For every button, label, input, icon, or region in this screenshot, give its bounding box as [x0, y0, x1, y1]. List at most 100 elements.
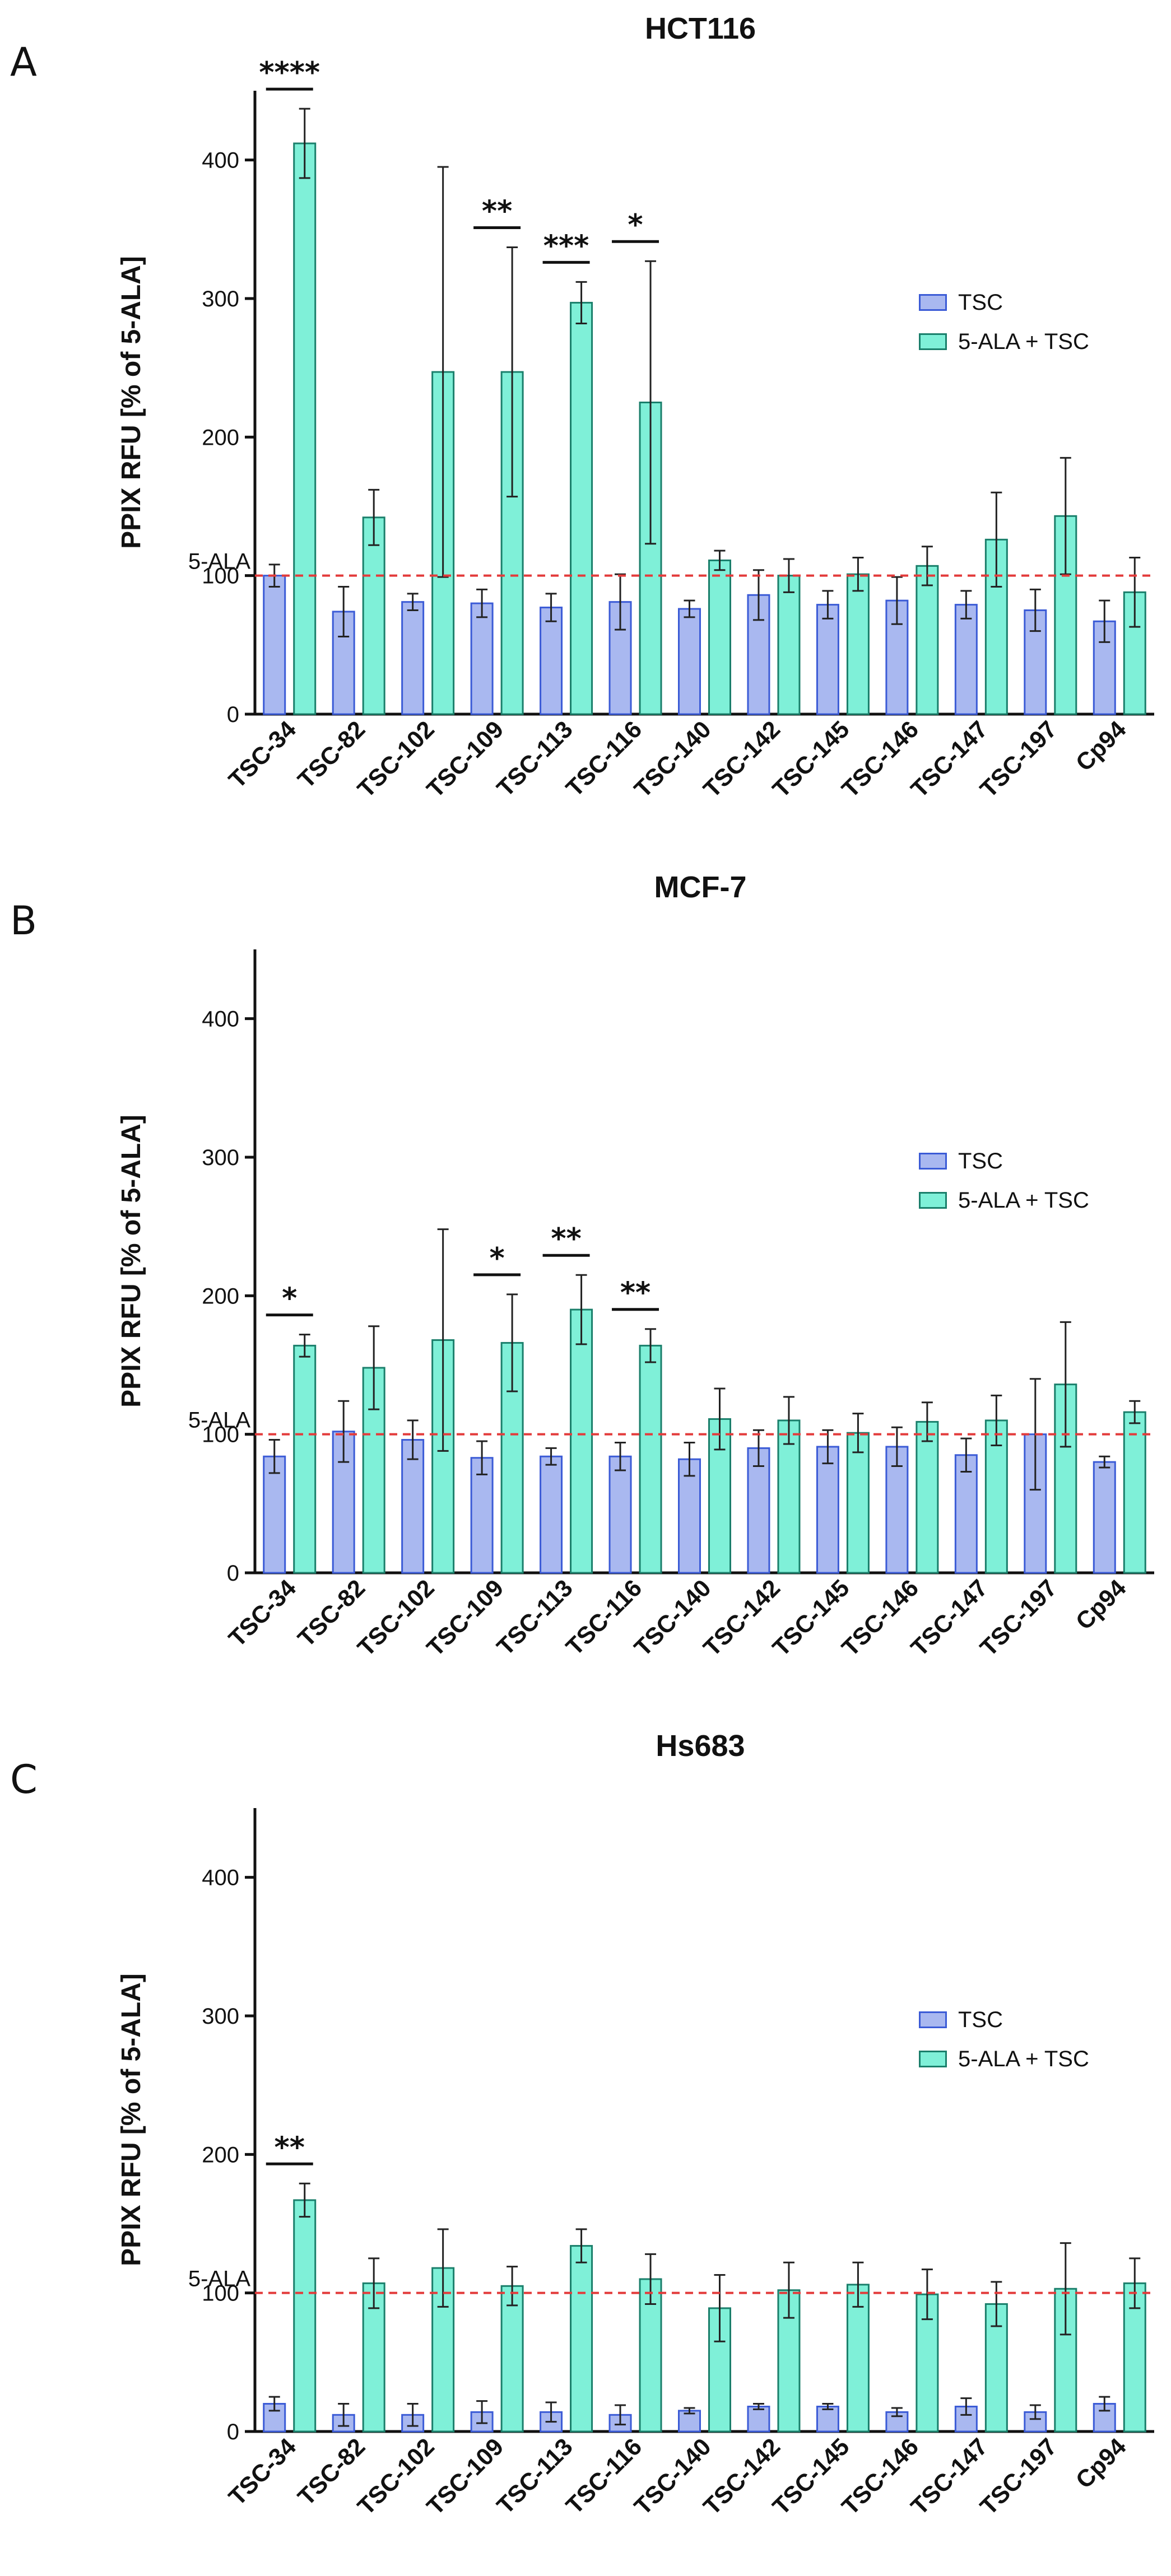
y-tick-label: 400 — [202, 148, 239, 173]
bar-ala-tsc — [570, 301, 593, 715]
x-category-label: TSC-142 — [698, 1575, 786, 1662]
significance-stars: ** — [482, 194, 512, 228]
bar-tsc — [540, 607, 563, 715]
panel-letter: C — [10, 1757, 38, 1802]
bar-tsc — [678, 1458, 701, 1574]
bar-ala-tsc — [293, 1344, 317, 1574]
significance-stars: *** — [543, 229, 589, 263]
x-category-label: TSC-146 — [837, 1575, 924, 1662]
y-tick-label: 400 — [202, 1007, 239, 1032]
y-tick-label: 100 — [202, 564, 239, 589]
x-category-label: TSC-142 — [698, 716, 786, 803]
chart-a-plot: 0 100 200 300 400 PPIX RFU [% of 5-ALA] 5-ALA T… — [117, 56, 1154, 803]
bar-ala-tsc — [639, 402, 662, 715]
chart-panel-b: 0 100 200 300 400 PPIX RFU [% of 5-ALA] 5-ALA T… — [0, 859, 1171, 1717]
y-tick-label: 300 — [202, 287, 239, 311]
y-tick-label: 400 — [202, 1866, 239, 1890]
x-category-label: Cp94 — [1071, 716, 1131, 776]
bar-ala-tsc — [500, 2285, 524, 2433]
bar-tsc — [678, 608, 701, 715]
bar-tsc — [816, 604, 839, 715]
x-category-label: TSC-102 — [352, 1575, 440, 1662]
panel-letter: A — [10, 39, 37, 85]
reference-line-label: 5-ALA — [188, 549, 250, 574]
bar-tsc — [401, 601, 425, 715]
x-category-label: TSC-102 — [352, 2433, 440, 2521]
significance-stars: ** — [620, 1277, 650, 1310]
bar-ala-tsc — [639, 1344, 662, 1574]
legend-label: 5-ALA + TSC — [958, 1187, 1089, 1213]
x-category-label: TSC-142 — [698, 2433, 786, 2521]
x-category-label: TSC-145 — [768, 2433, 855, 2521]
legend-swatch-ala-tsc — [919, 1192, 947, 1209]
bar-tsc — [954, 1454, 978, 1574]
legend-item-ala-tsc: 5-ALA + TSC — [919, 2039, 1089, 2079]
y-tick-label: 300 — [202, 2004, 239, 2029]
chart-title: MCF-7 — [654, 870, 747, 904]
bar-tsc — [885, 1446, 909, 1574]
bar-tsc — [1093, 1461, 1116, 1574]
significance-stars: **** — [259, 56, 320, 90]
bar-ala-tsc — [777, 575, 801, 715]
x-category-label: TSC-197 — [975, 2433, 1062, 2521]
bar-tsc — [816, 2405, 839, 2433]
significance-stars: * — [490, 1242, 505, 1275]
y-tick-label: 0 — [227, 2420, 239, 2444]
x-category-label: TSC-113 — [492, 2433, 578, 2519]
legend-item-tsc: TSC — [919, 283, 1089, 322]
x-category-label: TSC-113 — [492, 1575, 578, 1661]
legend-item-tsc: TSC — [919, 1142, 1089, 1181]
bar-ala-tsc — [293, 142, 317, 715]
legend-item-ala-tsc: 5-ALA + TSC — [919, 322, 1089, 361]
x-category-label: TSC-34 — [224, 1575, 301, 1652]
x-category-label: TSC-140 — [629, 2433, 717, 2521]
bar-tsc — [954, 604, 978, 715]
x-category-label: TSC-34 — [224, 2433, 301, 2511]
legend-swatch-tsc — [919, 1153, 947, 1170]
y-axis-label: PPIX RFU [% of 5-ALA] — [117, 1115, 146, 1408]
legend-swatch-tsc — [919, 294, 947, 311]
chart-legend: TSC 5-ALA + TSC — [919, 283, 1089, 361]
x-category-label: TSC-147 — [906, 716, 993, 803]
chart-panel-a: 0 100 200 300 400 PPIX RFU [% of 5-ALA] 5-ALA T… — [0, 0, 1171, 859]
bar-ala-tsc — [293, 2199, 317, 2433]
bar-tsc — [816, 1446, 839, 1574]
legend-swatch-tsc — [919, 2011, 947, 2028]
bar-tsc — [470, 602, 494, 715]
reference-line-label: 5-ALA — [188, 1408, 250, 1433]
bar-tsc — [263, 575, 286, 715]
y-tick-label: 200 — [202, 1284, 239, 1308]
chart-title: HCT116 — [644, 12, 756, 45]
y-tick-label: 200 — [202, 2142, 239, 2167]
significance-stars: ** — [551, 1222, 581, 1256]
x-category-label: TSC-145 — [768, 716, 855, 803]
bar-ala-tsc — [708, 559, 731, 715]
bar-tsc — [540, 1455, 563, 1574]
y-tick-label: 100 — [202, 2281, 239, 2306]
bar-ala-tsc — [846, 1432, 870, 1574]
significance-stars: * — [282, 1282, 297, 1316]
reference-line-label: 5-ALA — [188, 2267, 250, 2291]
bar-tsc — [332, 611, 355, 715]
legend-item-tsc: TSC — [919, 2000, 1089, 2039]
chart-title: Hs683 — [656, 1729, 745, 1763]
chart-legend: TSC 5-ALA + TSC — [919, 2000, 1089, 2079]
chart-panel-c: 0 100 200 300 400 PPIX RFU [% of 5-ALA] 5-ALA T… — [0, 1717, 1171, 2576]
x-category-label: TSC-113 — [492, 716, 578, 802]
x-category-label: TSC-147 — [906, 1575, 993, 1662]
legend-label: 5-ALA + TSC — [958, 2046, 1089, 2071]
legend-label: TSC — [958, 2007, 1003, 2032]
bar-tsc — [747, 2405, 770, 2433]
legend-label: TSC — [958, 290, 1003, 315]
significance-stars: ** — [275, 2131, 305, 2164]
bar-ala-tsc — [570, 2245, 593, 2433]
x-category-label: TSC-140 — [629, 716, 717, 803]
bar-ala-tsc — [916, 1420, 939, 1574]
x-category-label: TSC-145 — [768, 1575, 855, 1662]
y-tick-label: 100 — [202, 1423, 239, 1447]
x-category-label: Cp94 — [1071, 1575, 1131, 1635]
x-category-label: TSC-140 — [629, 1575, 717, 1662]
bar-tsc — [608, 1455, 632, 1574]
x-category-label: TSC-109 — [422, 2433, 509, 2521]
x-category-label: Cp94 — [1071, 2433, 1131, 2494]
